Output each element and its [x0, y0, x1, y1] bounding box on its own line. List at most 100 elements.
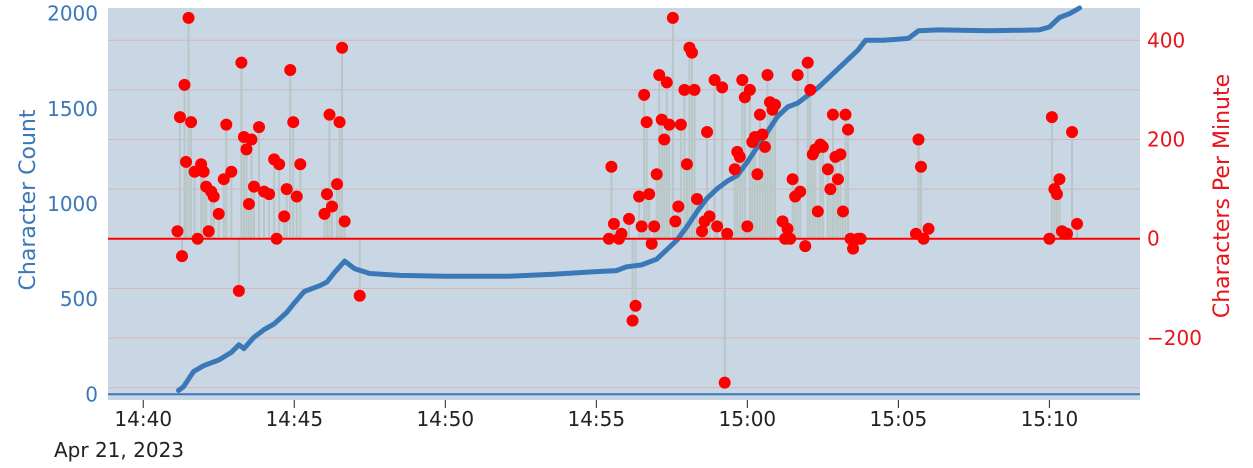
cpm-marker [743, 83, 756, 96]
cpm-marker [653, 68, 666, 81]
cpm-marker [173, 111, 186, 124]
cpm-marker [666, 11, 679, 24]
cpm-marker [826, 108, 839, 121]
cpm-marker [629, 299, 642, 312]
cpm-marker [650, 168, 663, 181]
x-tick-label: 15:00 [719, 407, 777, 431]
cpm-marker [663, 118, 676, 131]
cpm-marker [294, 158, 307, 171]
cpm-marker [278, 210, 291, 223]
cpm-marker [1053, 173, 1066, 186]
cpm-marker [318, 207, 331, 220]
cpm-marker [839, 108, 852, 121]
cpm-marker [915, 160, 928, 173]
cpm-marker [1043, 232, 1056, 245]
cpm-marker [217, 173, 230, 186]
cpm-marker [645, 237, 658, 250]
cpm-marker [207, 190, 220, 203]
cpm-marker [741, 220, 754, 233]
cpm-marker [690, 193, 703, 206]
cpm-marker [338, 215, 351, 228]
cpm-marker [658, 133, 671, 146]
x-axis-ticks: 14:40 14:45 14:50 14:55 15:00 15:05 15:10 [114, 400, 1078, 431]
cpm-marker [284, 64, 297, 77]
cpm-marker [182, 11, 195, 24]
cpm-marker [273, 158, 286, 171]
cpm-marker [242, 198, 255, 210]
x-tick-label: 14:45 [265, 407, 323, 431]
cpm-marker [831, 173, 844, 186]
cpm-marker [685, 46, 698, 59]
cpm-marker [176, 250, 189, 263]
cpm-marker [240, 143, 253, 156]
x-axis-date-label: Apr 21, 2023 [54, 438, 184, 462]
cpm-marker [751, 168, 764, 181]
cpm-marker [180, 155, 193, 168]
right-tick-label: −200 [1147, 326, 1202, 350]
cpm-marker [736, 73, 749, 86]
cpm-marker [680, 158, 693, 171]
cpm-marker [336, 41, 349, 54]
cpm-markers [171, 11, 1084, 389]
cpm-marker [811, 205, 824, 218]
cpm-marker [1061, 227, 1074, 240]
x-tick-label: 14:55 [567, 407, 625, 431]
cpm-marker [178, 78, 191, 91]
cpm-marker [607, 217, 620, 230]
cpm-marker [270, 232, 283, 245]
cpm-marker [701, 126, 714, 139]
cpm-marker [643, 188, 656, 201]
cpm-marker [922, 222, 935, 235]
cpm-marker [202, 225, 215, 238]
left-tick-label: 1500 [47, 97, 98, 121]
cpm-marker [842, 123, 855, 136]
cpm-marker [232, 284, 245, 297]
cpm-marker [1066, 126, 1079, 139]
x-tick-label: 15:10 [1021, 407, 1079, 431]
cpm-marker [794, 185, 807, 198]
cpm-marker [761, 68, 774, 81]
cpm-marker [247, 180, 260, 193]
cpm-marker [733, 150, 746, 163]
cpm-marker [635, 220, 648, 233]
cpm-marker [331, 178, 344, 191]
cpm-marker [696, 225, 709, 238]
cpm-marker [791, 68, 804, 81]
cpm-marker [185, 116, 198, 129]
cpm-marker [834, 148, 847, 161]
x-tick-label: 14:50 [416, 407, 474, 431]
cpm-marker [225, 165, 238, 178]
cpm-marker [799, 240, 812, 253]
right-tick-label: 400 [1147, 28, 1185, 52]
cpm-marker [660, 76, 673, 89]
cpm-marker [353, 289, 366, 302]
character-count-layer [108, 5, 1140, 396]
cpm-marker [1050, 188, 1063, 201]
cpm-marker [648, 220, 661, 233]
character-count-line [176, 5, 1083, 393]
cpm-marker [824, 183, 837, 196]
right-tick-label: 0 [1147, 227, 1160, 251]
cpm-marker [854, 232, 867, 245]
cpm-marker [633, 190, 646, 203]
cpm-marker [804, 83, 817, 96]
cpm-marker [212, 207, 225, 220]
cpm-marker [718, 376, 731, 389]
cpm-marker [287, 116, 300, 129]
left-tick-label: 1000 [47, 192, 98, 216]
right-axis-ticks: −200 0 200 400 [1147, 28, 1202, 350]
cpm-marker [320, 188, 333, 201]
left-tick-label: 0 [85, 382, 98, 406]
x-tick-label: 15:05 [870, 407, 928, 431]
cpm-marker [836, 205, 849, 218]
cpm-marker [197, 165, 210, 178]
cpm-marker [917, 232, 930, 245]
cpm-marker [801, 56, 814, 69]
cpm-marker [786, 173, 799, 186]
cpm-marker [716, 81, 729, 94]
cpm-marker [605, 160, 618, 173]
cpm-marker [280, 183, 293, 196]
right-axis-title: Characters Per Minute [1210, 74, 1235, 318]
cpm-marker [323, 108, 336, 121]
cpm-marker [781, 222, 794, 235]
